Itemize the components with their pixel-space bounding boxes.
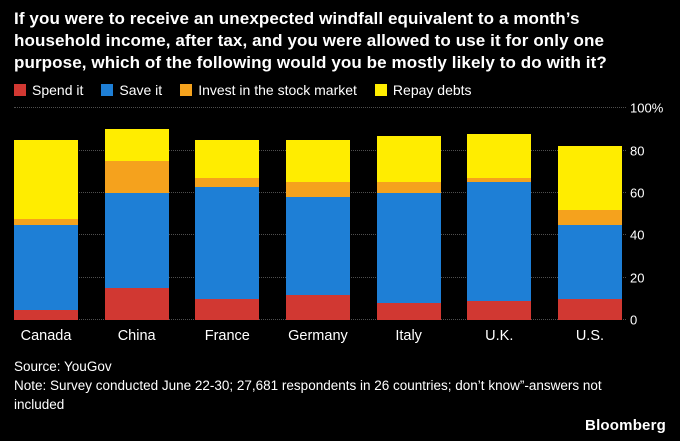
x-axis-label: China xyxy=(117,328,156,345)
bar-segment xyxy=(195,186,260,300)
source-text: Source: YouGov xyxy=(14,359,112,375)
bar-segment xyxy=(104,193,169,289)
gridline xyxy=(14,107,626,109)
bar-canada xyxy=(14,108,78,321)
legend-item: Save it xyxy=(101,82,162,98)
legend: Spend it Save it Invest in the stock marke… xyxy=(14,82,666,98)
x-axis-label: U.K. xyxy=(485,328,514,345)
bar-china xyxy=(104,108,169,321)
x-axis-label: U.S. xyxy=(575,328,605,345)
legend-swatch xyxy=(14,84,26,97)
x-axis-label: Canada xyxy=(20,328,72,345)
bar-segment xyxy=(376,303,441,321)
y-axis: 0 20 40 60 80 100% xyxy=(622,101,666,328)
legend-swatch xyxy=(101,84,114,97)
bar-italy xyxy=(376,108,441,321)
legend-label: Repay debts xyxy=(392,82,472,99)
bloomberg-logo: Bloomberg xyxy=(585,417,666,434)
bars xyxy=(14,108,622,321)
legend-swatch xyxy=(180,84,193,97)
bar-segment xyxy=(195,140,260,179)
bar-france xyxy=(195,108,260,321)
bar-segment xyxy=(557,210,622,225)
legend-label: Invest in the stock market xyxy=(198,82,357,99)
chart-area: Canada China France Germany Italy U.K. U.S. 0 2… xyxy=(14,101,666,344)
bar-segment xyxy=(195,299,260,321)
y-axis-label: 20 xyxy=(630,270,645,286)
x-axis-label: Germany xyxy=(288,328,348,345)
plot-area xyxy=(14,107,626,321)
y-axis-label: 80 xyxy=(630,143,645,159)
legend-swatch xyxy=(374,84,387,97)
bar-segment xyxy=(376,135,441,183)
bar-segment xyxy=(467,182,532,302)
bar-segment xyxy=(285,197,350,295)
bar-segment xyxy=(557,224,622,300)
bar-segment xyxy=(195,178,260,187)
bar-segment xyxy=(104,129,169,162)
legend-item: Repay debts xyxy=(374,82,472,99)
bar-segment xyxy=(14,140,78,219)
bar-segment xyxy=(104,288,169,321)
y-axis-label: 40 xyxy=(630,227,645,243)
bar-segment xyxy=(467,178,532,183)
y-axis-label: 60 xyxy=(630,185,645,201)
bar-segment xyxy=(557,299,622,321)
bar-segment xyxy=(376,182,441,194)
bar-segment xyxy=(14,224,78,310)
legend-item: Invest in the stock market xyxy=(180,82,357,98)
bar-segment xyxy=(104,161,169,194)
bar-segment xyxy=(467,133,532,179)
bar-segment xyxy=(14,309,78,321)
bar-segment xyxy=(467,301,532,321)
bar-segment xyxy=(376,193,441,304)
bar-u-k- xyxy=(467,108,532,321)
y-axis-label: 100% xyxy=(630,100,664,116)
chart-title: If you were to receive an unexpected win… xyxy=(14,9,607,72)
bar-u-s- xyxy=(557,108,622,321)
note-text: Note: Survey conducted June 22-30; 27,68… xyxy=(14,378,602,413)
x-axis-label: France xyxy=(204,328,250,345)
legend-label: Save it xyxy=(119,82,163,99)
legend-item: Spend it xyxy=(14,82,83,98)
x-axis: Canada China France Germany Italy U.K. U.S. xyxy=(14,328,622,344)
legend-label: Spend it xyxy=(32,82,84,99)
bar-segment xyxy=(14,218,78,225)
bar-germany xyxy=(285,108,350,321)
bar-segment xyxy=(285,294,350,321)
x-axis-label: Italy xyxy=(395,328,422,345)
footer: Source: YouGov Note: Survey conducted Ju… xyxy=(14,358,666,415)
bar-segment xyxy=(285,182,350,198)
y-axis-label: 0 xyxy=(630,312,638,328)
bar-segment xyxy=(285,140,350,183)
bar-segment xyxy=(557,146,622,211)
